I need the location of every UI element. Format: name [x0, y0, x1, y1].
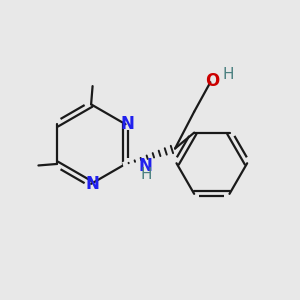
Text: O: O — [206, 72, 220, 90]
Text: N: N — [85, 175, 100, 193]
Text: N: N — [120, 115, 134, 133]
Text: H: H — [141, 167, 152, 182]
Text: H: H — [223, 68, 234, 82]
Text: N: N — [139, 157, 153, 175]
